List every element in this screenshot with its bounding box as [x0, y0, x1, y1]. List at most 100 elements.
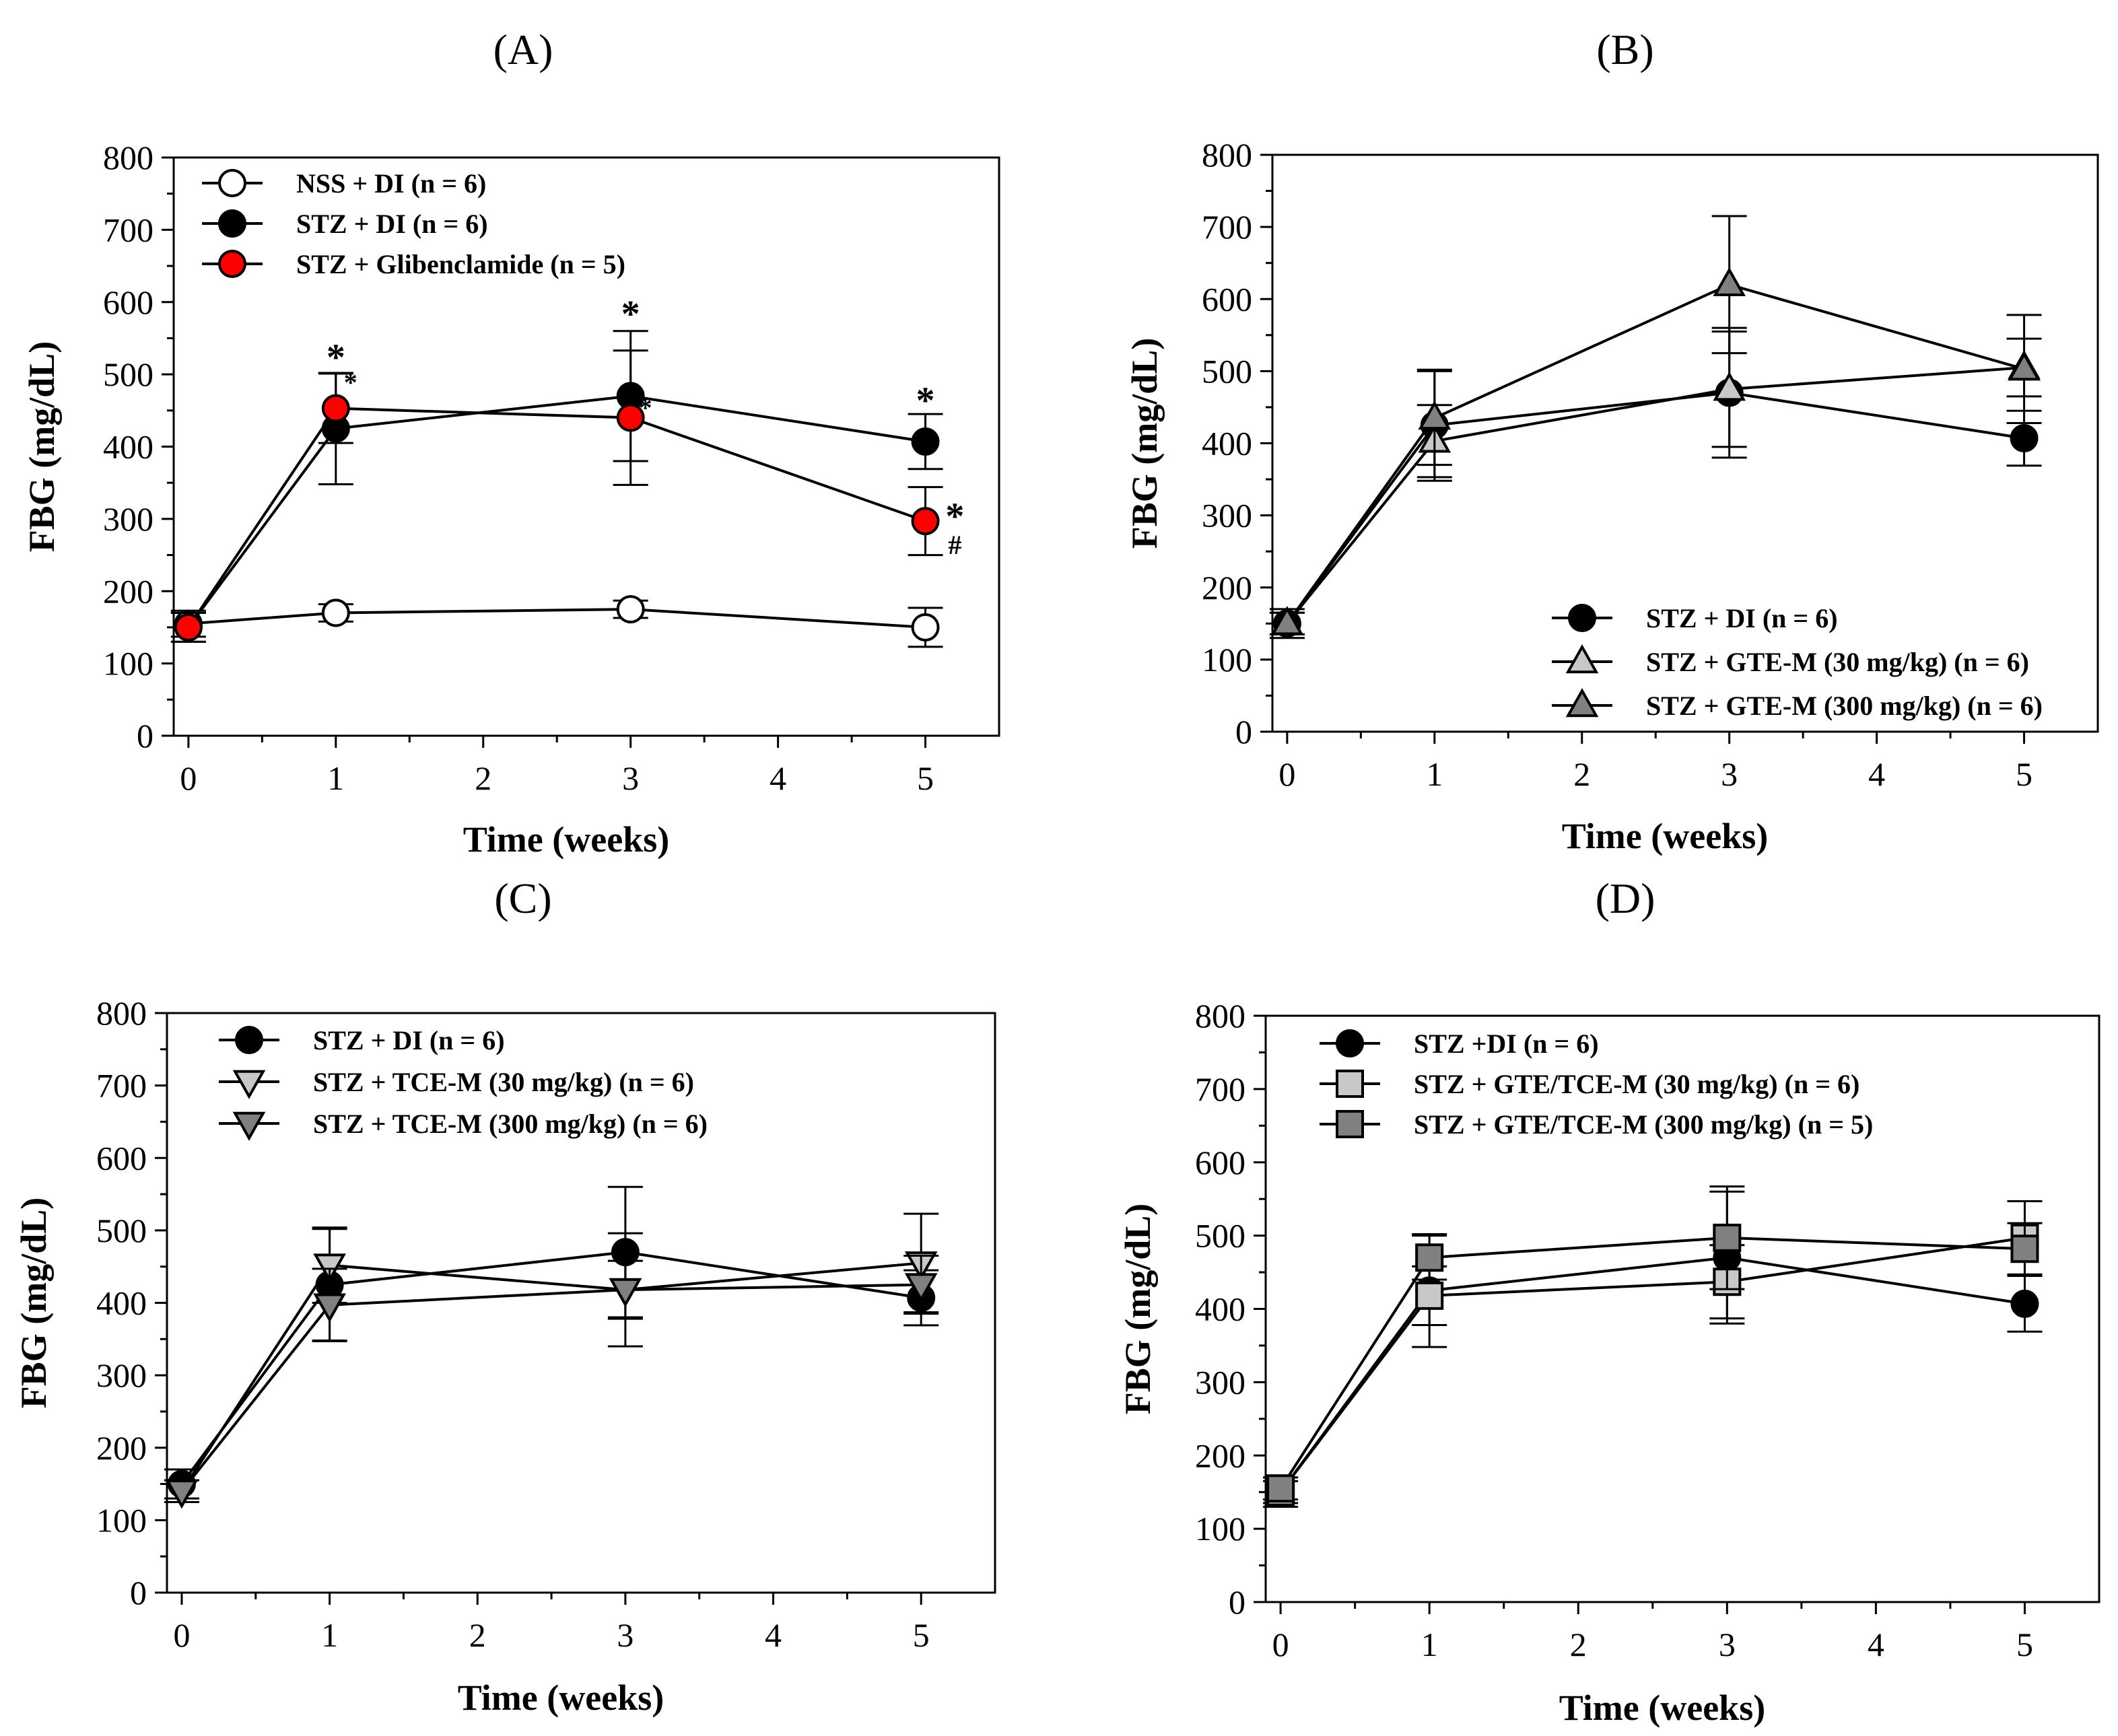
panel-c-x-tick-label: 1: [321, 1616, 338, 1654]
panel-b-y-tick-label: 0: [1235, 713, 1252, 751]
panel-c: (C) 0 100 200 300 400 500 600 700 800 0 1 2 3 4 5 Time (…: [13, 874, 996, 1718]
panel-d-title: (D): [1596, 874, 1655, 922]
panel-c-series-3-point: [313, 1293, 346, 1323]
panel-c-y-tick-label: 600: [96, 1139, 147, 1177]
panel-c-legend-label: STZ + DI (n = 6): [313, 1025, 505, 1055]
panel-d-x-tick-label: 2: [1570, 1626, 1587, 1663]
panel-a-y-tick-label: 400: [103, 428, 153, 466]
panel-d-series-1: [1263, 1190, 2043, 1508]
panel-a-x-tick-label: 3: [622, 759, 639, 797]
panel-b-legend-marker: [1565, 688, 1599, 718]
panel-b-legend-label: STZ + GTE-M (300 mg/kg) (n = 6): [1646, 691, 2043, 721]
panel-a-series-3-point: [911, 507, 940, 536]
panel-c-y-tick-label: 700: [96, 1067, 147, 1105]
panel-b-y-tick-label: 600: [1202, 280, 1252, 318]
panel-c-series-3-point: [165, 1480, 199, 1509]
panel-c-series-2-line: [180, 1261, 922, 1492]
panel-b-legend-label: STZ + DI (n = 6): [1646, 603, 1838, 633]
panel-b-x-tick-label: 1: [1426, 755, 1443, 793]
panel-c-legend-label: STZ + TCE-M (300 mg/kg) (n = 6): [313, 1109, 708, 1139]
panel-b-y-tick-label: 100: [1202, 641, 1252, 679]
panel-d-y-tick-label: 700: [1195, 1070, 1245, 1108]
panel-a-series-1-line: [188, 608, 926, 629]
panel-d-series-1-line: [1279, 1256, 2025, 1493]
panel-b-series-3-point: [2008, 351, 2041, 381]
panel-d-y-tick-label: 300: [1195, 1363, 1245, 1401]
panel-a-series-1: [170, 595, 943, 648]
panel-a-series-1-point: [911, 613, 940, 641]
panel-a-series-2-point: [911, 427, 940, 456]
panel-a-x-tick-label: 4: [770, 759, 786, 797]
panel-a-legend-marker: [218, 209, 246, 238]
panel-b-series-3: [1269, 215, 2042, 635]
panel-b-legend: STZ + DI (n = 6) STZ + GTE-M (30 mg/kg) (…: [1552, 603, 2043, 721]
panel-b-x-tick-label: 0: [1278, 755, 1295, 793]
panel-b-title: (B): [1596, 26, 1653, 73]
panel-c-x-tick-label: 0: [173, 1616, 190, 1654]
panel-a-y-tick-label: 500: [103, 355, 153, 393]
panel-a-y-tick-label: 800: [103, 139, 153, 176]
panel-d-x-tick-label: 3: [1719, 1626, 1736, 1663]
panel-c-x-tick-label: 2: [469, 1616, 486, 1654]
panel-d-legend: STZ +DI (n = 6) STZ + GTE/TCE-M (30 mg/kg…: [1320, 1029, 1873, 1140]
panel-a-y-tick-label: 100: [103, 645, 153, 683]
panel-c-y-tick-label: 500: [96, 1212, 147, 1249]
panel-a-title: (A): [493, 26, 553, 73]
panel-d-x-tick-label: 0: [1272, 1626, 1289, 1663]
panel-c-x-tick-label: 4: [765, 1616, 782, 1654]
panel-c-legend: STZ + DI (n = 6) STZ + TCE-M (30 mg/kg) (…: [219, 1025, 708, 1141]
panel-a-legend: NSS + DI (n = 6) STZ + DI (n = 6) STZ + Gl…: [202, 168, 625, 279]
panel-b-plot-frame: [1271, 153, 2099, 733]
panel-b-series-1-line: [1286, 391, 2024, 625]
panel-b-x-tick-label: 5: [2016, 755, 2032, 793]
panel-b-y-tick-label: 500: [1202, 352, 1252, 390]
panel-c-y-tick-label: 0: [130, 1574, 147, 1611]
panel-d-series-3-point: [1713, 1223, 1742, 1252]
panel-a-series-3-line: [187, 407, 926, 629]
panel-d-x-tick-label: 1: [1421, 1626, 1438, 1663]
panel-a-significance-mark: *: [327, 337, 345, 378]
panel-d-y-tick-label: 600: [1195, 1144, 1245, 1181]
panel-b-y-tick-label: 300: [1202, 497, 1252, 534]
panel-c-y-tick-label: 100: [96, 1501, 147, 1539]
panel-b-y-tick-label: 200: [1202, 569, 1252, 606]
panel-a-y-tick-label: 700: [103, 211, 153, 248]
panel-c-plot-frame: [166, 1012, 996, 1594]
panel-c-series-2-point: [313, 1253, 346, 1283]
panel-a-significance-mark: *: [639, 392, 652, 423]
panel-b-y-tick-label: 400: [1202, 425, 1252, 462]
panel-b-series-2-line: [1286, 366, 2024, 625]
panel-a-series-3-point: [174, 613, 203, 641]
panel-c-y-axis-title: FBG (mg/dL): [13, 1197, 54, 1409]
panel-a-significance-mark: *: [945, 496, 964, 538]
panel-a-x-tick-label: 5: [917, 759, 934, 797]
panel-c-legend-marker: [232, 1070, 266, 1099]
panel-a-series-3-point: [321, 394, 350, 423]
panel-d-series-1-point: [2010, 1289, 2039, 1318]
panel-c-series-3-point: [904, 1273, 938, 1303]
panel-b-y-tick-label: 800: [1202, 136, 1252, 174]
panel-b-x-tick-label: 4: [1868, 755, 1885, 793]
panel-d-plot-frame: [1264, 1014, 2100, 1603]
panel-d: (D) 0 100 200 300 400 500 600 700 800 0 1 2 3 4 5 Time (…: [1118, 874, 2100, 1728]
panel-d-y-axis-title: FBG (mg/dL): [1118, 1204, 1158, 1415]
panel-b-series-3-point: [1418, 401, 1451, 430]
panel-d-series-3: [1263, 1185, 2043, 1503]
panel-b-x-tick-label: 2: [1573, 755, 1590, 793]
panel-b-series-2-point: [1713, 372, 1746, 401]
panel-d-legend-marker: [1336, 1110, 1364, 1138]
panel-d-y-tick-label: 400: [1195, 1290, 1245, 1328]
panel-a-legend-marker: [218, 250, 246, 278]
panel-c-legend-label: STZ + TCE-M (30 mg/kg) (n = 6): [313, 1067, 694, 1097]
panel-c-title: (C): [494, 874, 551, 922]
panel-a-y-tick-label: 600: [103, 283, 153, 321]
panel-c-legend-marker: [232, 1111, 266, 1141]
panel-d-y-tick-label: 500: [1195, 1217, 1245, 1255]
panel-c-y-tick-label: 800: [96, 994, 147, 1032]
panel-c-series-2: [164, 1212, 939, 1509]
panel-a-series-1-point: [616, 595, 645, 624]
panel-d-y-tick-label: 0: [1229, 1583, 1245, 1621]
panel-b-series-2: [1269, 330, 2042, 635]
panel-b-series-3-line: [1286, 283, 2025, 625]
